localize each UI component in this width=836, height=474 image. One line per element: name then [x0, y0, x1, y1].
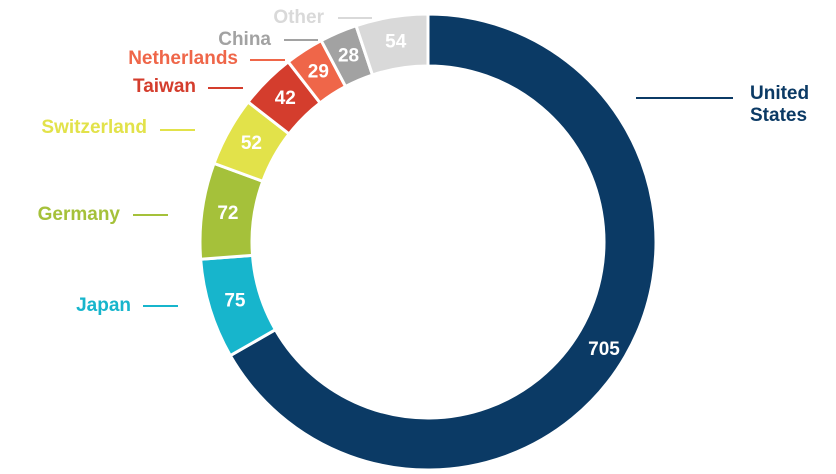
slice	[354, 12, 430, 77]
value-label: 705	[588, 339, 620, 360]
value-label: 72	[217, 203, 238, 224]
category-label: Other	[273, 7, 324, 28]
category-label: Taiwan	[133, 76, 196, 97]
value-label: 42	[275, 88, 296, 109]
category-label: Switzerland	[41, 117, 147, 138]
category-label: Japan	[76, 295, 131, 316]
value-label: 75	[224, 290, 246, 311]
category-label: China	[218, 29, 271, 50]
value-label: 28	[338, 45, 359, 66]
category-label: United States	[750, 83, 810, 126]
slice	[228, 12, 658, 472]
value-label: 54	[385, 32, 407, 53]
value-label: 52	[241, 133, 262, 154]
value-label: 29	[308, 61, 329, 82]
category-label: Germany	[37, 204, 120, 225]
category-label: Netherlands	[128, 48, 238, 69]
